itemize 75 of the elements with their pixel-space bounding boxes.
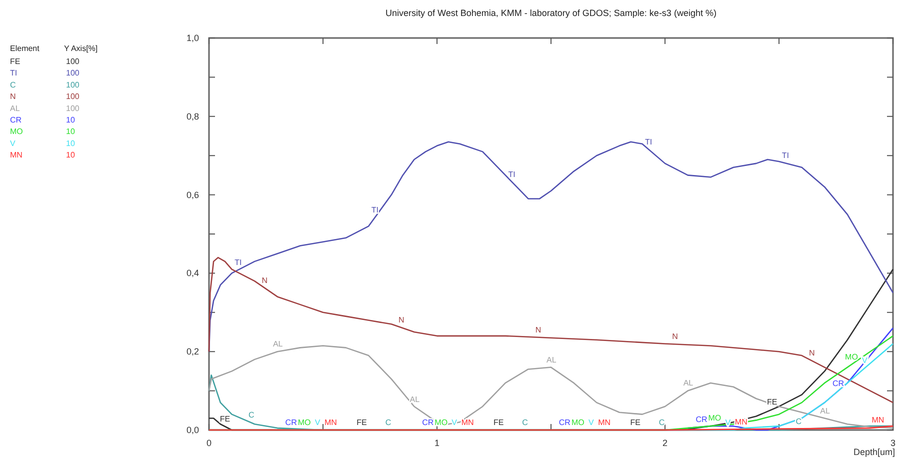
text: TI bbox=[508, 170, 516, 179]
text: V bbox=[10, 138, 16, 148]
x-tick-label: 2 bbox=[662, 438, 668, 448]
text: TI bbox=[782, 151, 789, 160]
text: FE bbox=[767, 397, 778, 406]
text: V bbox=[725, 418, 731, 427]
text: N bbox=[398, 316, 404, 325]
text: MO bbox=[434, 418, 448, 427]
text: MN bbox=[10, 150, 22, 160]
text: FE bbox=[630, 418, 640, 427]
text: C bbox=[10, 80, 16, 90]
series-label: C bbox=[248, 410, 255, 420]
series-label: FE bbox=[220, 414, 230, 424]
text: FE bbox=[493, 418, 504, 427]
text: TI bbox=[234, 258, 242, 267]
text: N bbox=[10, 92, 16, 102]
text: CR bbox=[285, 418, 297, 427]
text: 10 bbox=[66, 138, 76, 148]
text: N bbox=[808, 348, 815, 358]
text: FE bbox=[10, 57, 20, 66]
text: 100 bbox=[66, 80, 80, 90]
text: AL bbox=[272, 340, 283, 349]
text: MO bbox=[571, 418, 584, 427]
series-label: TI bbox=[645, 137, 652, 146]
legend-title: Element bbox=[10, 44, 40, 53]
text: 10 bbox=[66, 127, 76, 136]
series-label: MN bbox=[872, 415, 884, 424]
text: AL bbox=[683, 378, 694, 388]
x-tick-label: 1 bbox=[434, 438, 440, 448]
text: CR bbox=[10, 116, 22, 124]
x-tick-label: 3 bbox=[890, 438, 896, 448]
x-axis-title: Depth[um] bbox=[853, 447, 895, 457]
text: MO bbox=[10, 127, 23, 136]
text: V bbox=[452, 418, 457, 427]
text: N bbox=[535, 325, 542, 334]
series-label: MO bbox=[845, 352, 858, 362]
text: N bbox=[672, 332, 678, 342]
y-tick-label: 0,8 bbox=[186, 111, 199, 122]
text: AL bbox=[820, 406, 830, 416]
text: MO bbox=[708, 414, 722, 423]
y-tick-label: 0,4 bbox=[186, 268, 199, 278]
text: C bbox=[658, 418, 665, 427]
text: Y Axis[%] bbox=[64, 44, 98, 53]
y-tick-label: 0,6 bbox=[186, 190, 199, 200]
text: 100 bbox=[66, 68, 80, 78]
text: C bbox=[385, 418, 392, 427]
text: CR bbox=[696, 414, 708, 424]
text: TI bbox=[371, 205, 379, 214]
y-tick-label: 0,0 bbox=[186, 425, 199, 435]
text: 10 bbox=[66, 116, 76, 124]
text: AL bbox=[546, 356, 556, 365]
text: MN bbox=[324, 418, 337, 427]
text: MO bbox=[298, 418, 311, 427]
y-tick-label: 0,2 bbox=[186, 346, 199, 357]
text: CR bbox=[558, 418, 570, 427]
y-tick-label: 1,0 bbox=[186, 33, 199, 43]
text: CR bbox=[422, 418, 434, 427]
text: MN bbox=[598, 418, 611, 427]
series-label: N bbox=[262, 276, 268, 285]
text: TI bbox=[10, 68, 18, 78]
text: MN bbox=[461, 418, 474, 427]
text: 100 bbox=[66, 104, 80, 113]
text: AL bbox=[10, 104, 20, 113]
chart-title: University of West Bohemia, KMM - laboratory of GDOS; Sample: ke-s3 (weight %) bbox=[386, 8, 716, 18]
series-label: AL bbox=[410, 394, 420, 404]
series-label: CR bbox=[832, 378, 844, 388]
text: 10 bbox=[66, 150, 76, 160]
text: V bbox=[314, 418, 320, 427]
text: V bbox=[588, 418, 594, 427]
text: 100 bbox=[66, 92, 80, 102]
x-tick-label: 0 bbox=[206, 438, 212, 448]
text: FE bbox=[356, 418, 367, 427]
text: 100 bbox=[66, 57, 80, 66]
text: C bbox=[522, 418, 528, 427]
text: C bbox=[796, 417, 802, 426]
